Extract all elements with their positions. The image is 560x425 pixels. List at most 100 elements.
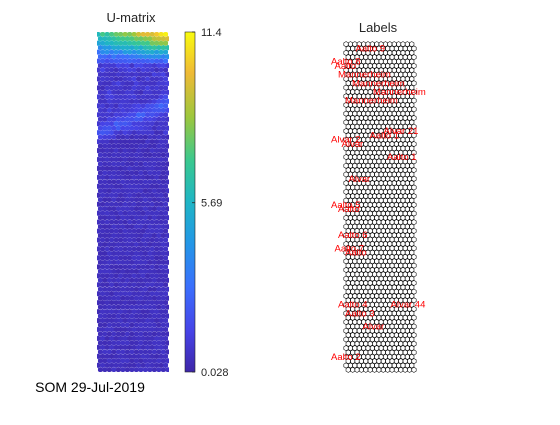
umatrix-cell: [151, 304, 157, 310]
umatrix-cell: [154, 246, 160, 252]
umatrix-cell: [149, 76, 155, 82]
umatrix-cell: [100, 237, 106, 243]
umatrix-cell: [163, 362, 169, 369]
labels-hex-cell: [409, 119, 415, 126]
umatrix-cell: [106, 366, 112, 372]
umatrix-cell: [151, 161, 157, 167]
umatrix-cell: [163, 264, 169, 270]
umatrix-cell: [109, 67, 115, 73]
umatrix-cell: [118, 183, 124, 190]
umatrix-cell: [102, 44, 108, 51]
umatrix-cell: [113, 255, 119, 261]
umatrix-cell: [151, 89, 157, 96]
umatrix-cell: [129, 71, 135, 78]
labels-hex-cell: [409, 327, 415, 334]
umatrix-cell: [106, 143, 112, 149]
umatrix-cell: [113, 299, 119, 306]
umatrix-cell: [113, 237, 119, 243]
umatrix-cell: [165, 331, 169, 337]
umatrix-cell: [115, 349, 121, 355]
umatrix-cell: [118, 290, 124, 297]
umatrix-cell: [154, 281, 160, 288]
umatrix-cell: [151, 134, 157, 140]
umatrix-cell: [142, 116, 148, 123]
umatrix-cell: [106, 331, 112, 337]
umatrix-cell: [102, 134, 108, 140]
umatrix-cell: [156, 89, 162, 96]
umatrix-cell: [102, 161, 108, 167]
umatrix-cell: [106, 277, 112, 284]
umatrix-cell: [154, 219, 160, 225]
umatrix-cell: [133, 98, 139, 105]
umatrix-cell: [100, 246, 106, 252]
umatrix-cell: [142, 161, 148, 167]
umatrix-cell: [154, 156, 160, 163]
labels-hex-cell: [411, 141, 417, 147]
umatrix-cell: [124, 179, 130, 185]
umatrix-cell: [138, 179, 144, 185]
umatrix-cell: [124, 241, 130, 248]
umatrix-cell: [160, 358, 166, 364]
umatrix-cell: [97, 317, 101, 324]
umatrix-cell: [118, 344, 124, 351]
umatrix-cell: [142, 134, 148, 140]
umatrix-cell: [147, 313, 153, 319]
umatrix-cell: [111, 340, 117, 346]
umatrix-cell: [97, 32, 101, 38]
colorbar: 11.4 5.69 0.028: [184, 27, 229, 379]
labels-hex-cell: [409, 284, 415, 291]
umatrix-cell: [160, 277, 166, 284]
umatrix-cell: [124, 277, 130, 284]
umatrix-cell: [109, 85, 115, 91]
umatrix-cell: [97, 174, 101, 181]
umatrix-cell: [140, 49, 146, 55]
umatrix-cell: [131, 219, 137, 225]
umatrix-cell: [122, 201, 128, 208]
umatrix-cell: [104, 335, 110, 342]
umatrix-cell: [136, 201, 142, 208]
umatrix-cell: [118, 326, 124, 333]
umatrix-cell: [133, 143, 139, 149]
umatrix-cell: [124, 89, 130, 96]
umatrix-cell: [100, 174, 106, 181]
umatrix-cell: [145, 290, 151, 297]
umatrix-cell: [165, 223, 169, 230]
umatrix-cell: [109, 174, 115, 181]
umatrix-cell: [97, 304, 103, 310]
umatrix-cell: [133, 313, 139, 319]
umatrix-cell: [131, 103, 137, 109]
umatrix-cell: [151, 205, 157, 212]
umatrix-cell: [122, 111, 128, 118]
umatrix-cell: [113, 165, 119, 172]
umatrix-cell: [122, 192, 128, 199]
umatrix-cell: [97, 116, 103, 123]
map-label: Aalto 5: [331, 200, 361, 211]
umatrix-cell: [151, 358, 157, 364]
umatrix-cell: [97, 192, 101, 199]
umatrix-cell: [147, 107, 153, 114]
umatrix-cell: [136, 326, 142, 333]
umatrix-cell: [149, 192, 155, 199]
umatrix-cell: [122, 344, 128, 351]
umatrix-cell: [145, 273, 151, 279]
umatrix-cell: [158, 165, 164, 172]
umatrix-cell: [97, 246, 101, 252]
umatrix-cell: [111, 366, 117, 372]
umatrix-cell: [131, 317, 137, 324]
umatrix-cell: [138, 241, 144, 248]
umatrix-cell: [97, 250, 103, 257]
map-label: Aalto 2: [331, 352, 361, 363]
umatrix-cell: [115, 214, 121, 221]
umatrix-cell: [145, 129, 151, 136]
umatrix-cell: [154, 326, 160, 333]
umatrix-cell: [154, 85, 160, 91]
umatrix-cell: [131, 201, 137, 208]
umatrix-cell: [129, 125, 135, 131]
umatrix-cell: [136, 228, 142, 234]
umatrix-cell: [111, 286, 117, 293]
umatrix-cell: [158, 85, 164, 91]
umatrix-cell: [100, 165, 106, 172]
umatrix-cell: [97, 44, 103, 51]
labels-hex-cell: [409, 128, 415, 134]
umatrix-cell: [138, 134, 144, 140]
